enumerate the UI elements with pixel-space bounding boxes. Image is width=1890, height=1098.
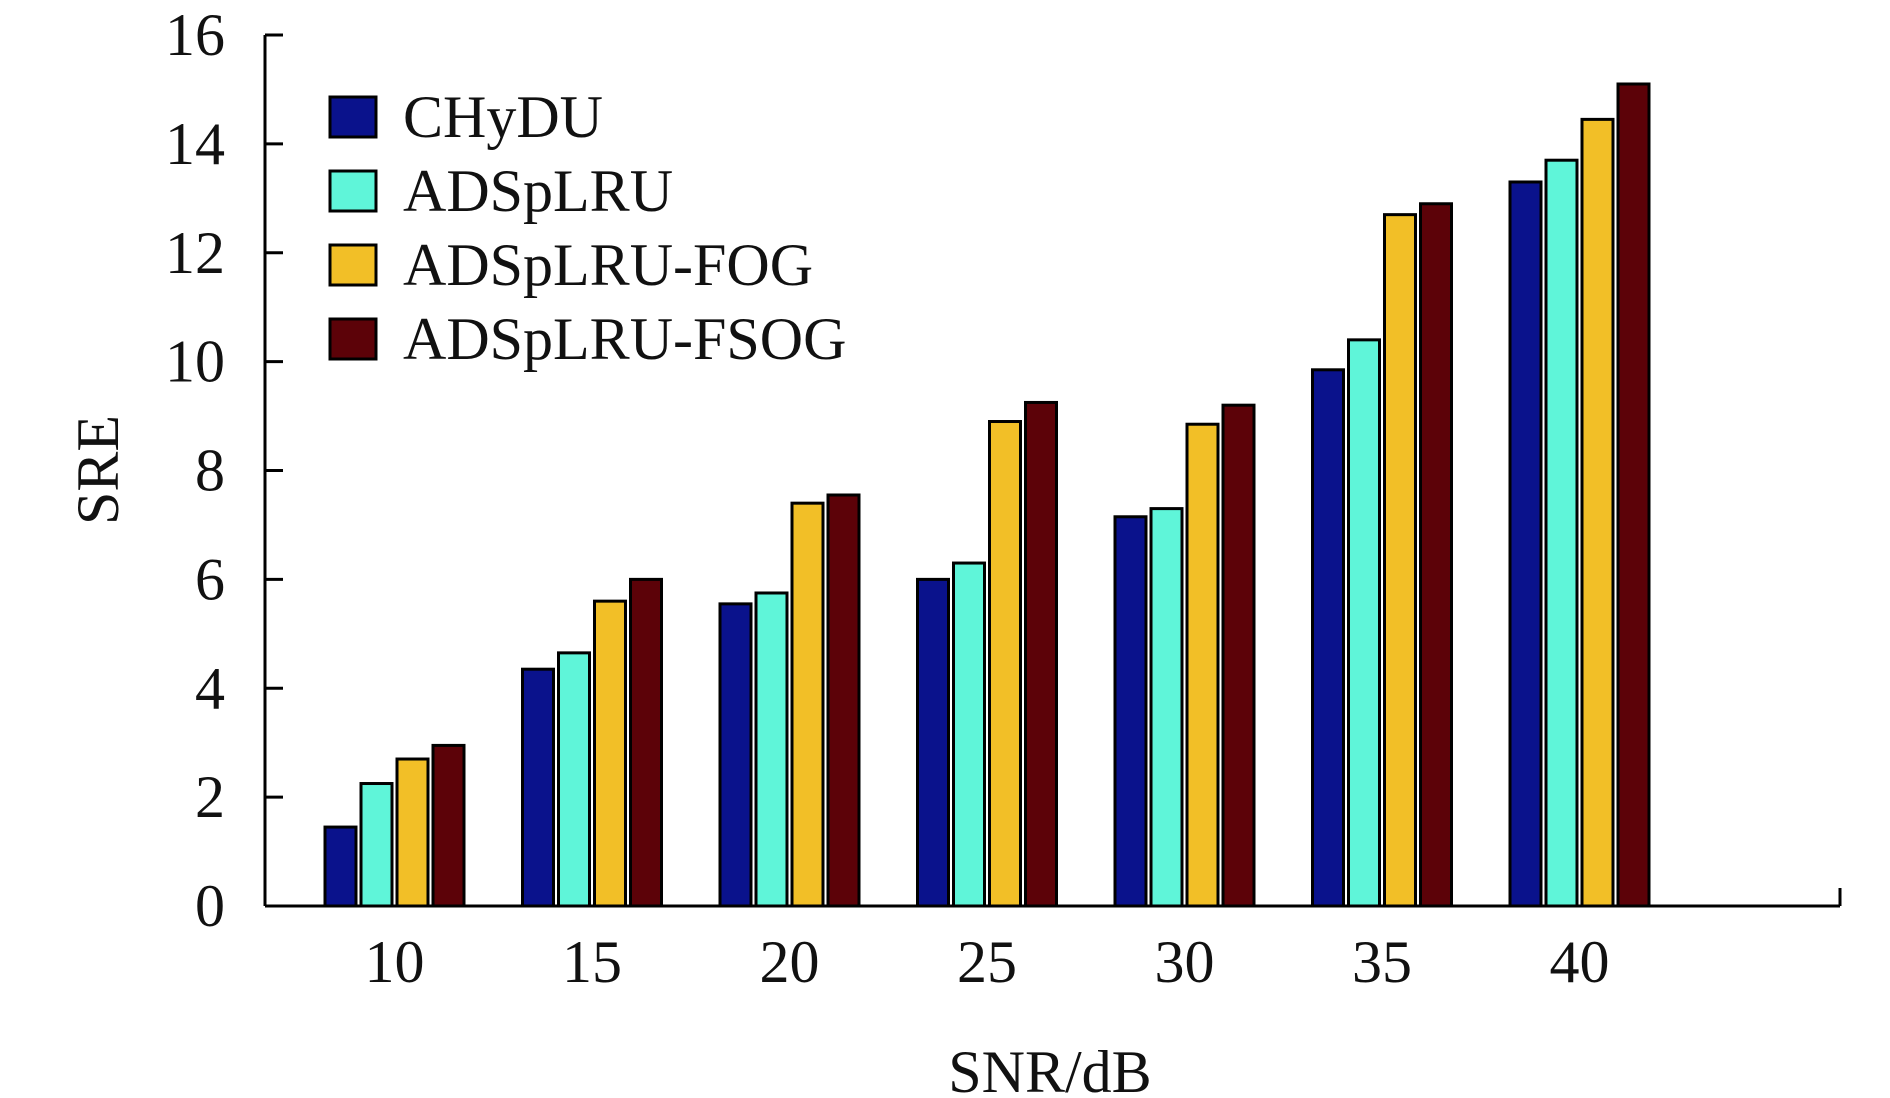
y-tick-label: 8 [195, 438, 225, 504]
legend-label-chydu: CHyDU [403, 84, 603, 150]
y-axis-title: SRE [65, 415, 131, 525]
bar-adsplru-30 [1149, 507, 1184, 908]
y-tick-label: 2 [195, 764, 225, 830]
bar-adsplru-fog-25 [988, 420, 1022, 908]
bar-adsplru-fog-30 [1185, 422, 1220, 908]
bar-adsplru-35 [1347, 338, 1381, 908]
bar-adsplru-fsog-30 [1221, 403, 1256, 908]
bar-adsplru-25 [952, 561, 986, 908]
bar-adsplru-fsog-35 [1419, 202, 1453, 908]
legend-swatch-adsplru-fsog [328, 317, 378, 361]
x-tick-label: 25 [957, 929, 1017, 995]
bar-adsplru-10 [359, 782, 394, 908]
bar-adsplru-fsog-15 [629, 577, 663, 908]
bar-adsplru-fog-35 [1383, 213, 1417, 908]
bar-adsplru-15 [557, 651, 591, 908]
bar-chydu-25 [916, 577, 950, 908]
x-tick-label: 35 [1352, 929, 1412, 995]
x-axis-title: SNR/dB [948, 1039, 1151, 1098]
x-tick-label: 30 [1155, 929, 1215, 995]
bars [323, 82, 1651, 908]
y-tick-label: 16 [165, 2, 225, 68]
bar-adsplru-20 [754, 591, 789, 908]
bar-chydu-30 [1113, 515, 1148, 908]
y-tick-label: 10 [165, 329, 225, 395]
y-tick-label: 4 [195, 655, 225, 721]
legend-label-adsplru: ADSpLRU [403, 158, 673, 224]
y-tick-label: 0 [195, 873, 225, 939]
x-tick-label: 10 [365, 929, 425, 995]
bar-chydu-15 [521, 667, 555, 908]
legend-label-adsplru-fog: ADSpLRU-FOG [403, 232, 813, 298]
legend-label-adsplru-fsog: ADSpLRU-FSOG [403, 306, 846, 372]
legend: CHyDU ADSpLRU ADSpLRU-FOG ADSpLRU-FSOG [328, 84, 846, 372]
legend-swatch-adsplru [328, 169, 378, 213]
bar-chydu-10 [323, 825, 358, 908]
bar-chydu-40 [1508, 180, 1543, 908]
bar-adsplru-fsog-20 [826, 493, 861, 908]
legend-swatch-adsplru-fog [328, 243, 378, 287]
bar-adsplru-fog-20 [790, 501, 825, 908]
y-tick-label: 6 [195, 546, 225, 612]
x-tick-label: 15 [562, 929, 622, 995]
bar-adsplru-fsog-10 [431, 743, 466, 908]
bar-chydu-20 [718, 602, 753, 908]
y-tick-label: 12 [165, 220, 225, 286]
legend-swatch-chydu [328, 95, 378, 139]
bar-chydu-35 [1311, 368, 1345, 908]
axes: 0 2 4 6 8 10 12 14 16 10 15 20 25 30 35 40 [165, 2, 1842, 995]
bar-adsplru-fsog-25 [1024, 400, 1058, 908]
x-tick-label: 40 [1550, 929, 1610, 995]
bar-adsplru-fsog-40 [1616, 82, 1651, 908]
bar-adsplru-fog-10 [395, 757, 430, 908]
x-tick-label: 20 [760, 929, 820, 995]
bar-adsplru-fog-40 [1580, 117, 1615, 908]
y-tick-label: 14 [165, 111, 225, 177]
bar-adsplru-fog-15 [593, 599, 627, 908]
bar-adsplru-40 [1544, 158, 1579, 908]
